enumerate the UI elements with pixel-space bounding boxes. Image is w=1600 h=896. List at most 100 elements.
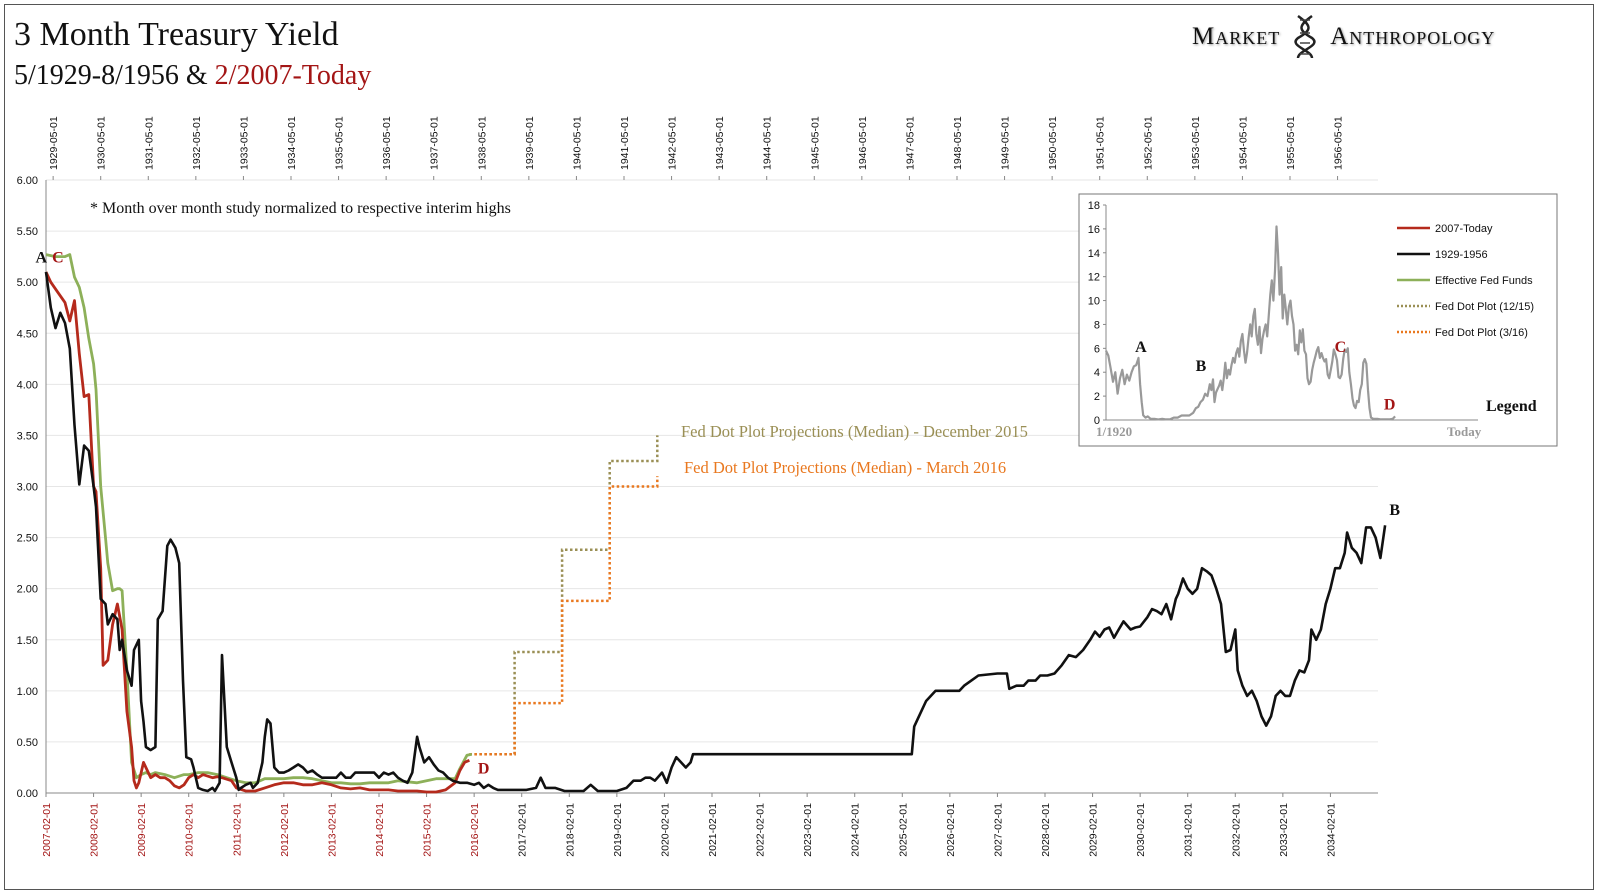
bottom-axis-label: 2014-02-01	[374, 803, 386, 857]
bottom-axis-label: 2008-02-01	[89, 803, 101, 857]
bottom-axis-label: 2028-02-01	[1040, 803, 1052, 857]
top-axis-label: 1956-05-01	[1333, 116, 1345, 170]
projection-label: Fed Dot Plot Projections (Median) - Dece…	[681, 422, 1028, 441]
bottom-axis-label: 2030-02-01	[1135, 803, 1147, 857]
y-tick-label: 5.00	[17, 277, 38, 289]
point-marker-label: D	[478, 760, 490, 777]
point-marker-label: B	[1389, 502, 1400, 519]
y-tick-label: 4.00	[17, 379, 38, 391]
inset-y-tick-label: 16	[1088, 224, 1100, 236]
inset-x-start-label: 1/1920	[1096, 424, 1132, 439]
top-axis-label: 1936-05-01	[381, 116, 393, 170]
top-axis-label: 1944-05-01	[762, 116, 774, 170]
top-axis-label: 1941-05-01	[619, 116, 631, 170]
y-tick-label: 5.50	[17, 226, 38, 238]
top-axis-label: 1949-05-01	[1000, 116, 1012, 170]
top-axis-label: 1948-05-01	[952, 116, 964, 170]
bottom-axis-label: 2011-02-01	[231, 803, 243, 856]
y-tick-label: 6.00	[17, 175, 38, 187]
top-axis-label: 1935-05-01	[334, 116, 346, 170]
bottom-axis-label: 2009-02-01	[136, 803, 148, 857]
top-axis-label: 1929-05-01	[48, 116, 60, 170]
y-tick-label: 4.50	[17, 328, 38, 340]
bottom-axis-label: 2026-02-01	[945, 803, 957, 857]
bottom-axis-label: 2022-02-01	[755, 803, 767, 857]
bottom-axis-label: 2027-02-01	[992, 803, 1004, 857]
inset-y-tick-label: 4	[1094, 367, 1100, 379]
top-axis-label: 1932-05-01	[191, 116, 203, 170]
series-line	[45, 253, 473, 786]
inset-chart-box	[1078, 193, 1558, 447]
top-axis-label: 1934-05-01	[286, 116, 298, 170]
bottom-axis-label: 2033-02-01	[1278, 803, 1290, 857]
top-axis-label: 1951-05-01	[1095, 116, 1107, 170]
series-line	[44, 271, 1387, 793]
inset-marker-label: A	[1135, 339, 1147, 356]
inset-y-tick-label: 18	[1088, 200, 1100, 212]
top-axis-label: 1945-05-01	[809, 116, 821, 170]
dna-helix-icon	[1294, 14, 1316, 59]
inset-y-tick-label: 10	[1088, 296, 1100, 308]
top-axis-label: 1940-05-01	[571, 116, 583, 170]
top-axis-label: 1933-05-01	[238, 116, 250, 170]
top-axis-label: 1955-05-01	[1285, 116, 1297, 170]
series-line	[44, 271, 470, 794]
top-axis-label: 1931-05-01	[143, 116, 155, 170]
bottom-axis-label: 2031-02-01	[1183, 803, 1195, 857]
legend-item-label: 2007-Today	[1435, 223, 1493, 235]
inset-marker-label: B	[1196, 358, 1207, 375]
top-axis-label: 1954-05-01	[1237, 116, 1249, 170]
brand-logo: Market Anthropology	[1192, 14, 1495, 60]
top-axis-label: 1946-05-01	[857, 116, 869, 170]
bottom-axis-label: 2015-02-01	[422, 803, 434, 857]
projection-line	[469, 435, 659, 756]
inset-series-line	[1105, 225, 1396, 421]
chart-subtitle: 5/1929-8/1956 & 2/2007-Today	[14, 60, 371, 92]
brand-left: Market	[1192, 23, 1281, 50]
bottom-axis-label: 2016-02-01	[469, 803, 481, 857]
y-tick-label: 2.50	[17, 533, 38, 545]
legend-item-label: Fed Dot Plot (12/15)	[1435, 301, 1534, 313]
top-axis-label: 1942-05-01	[667, 116, 679, 170]
bottom-axis-label: 2023-02-01	[802, 803, 814, 857]
top-axis-label: 1952-05-01	[1142, 116, 1154, 170]
y-tick-label: 1.50	[17, 635, 38, 647]
bottom-axis-label: 2020-02-01	[659, 803, 671, 857]
brand-right: Anthropology	[1330, 23, 1496, 50]
y-tick-label: 0.50	[17, 737, 38, 749]
top-axis-label: 1939-05-01	[524, 116, 536, 170]
bottom-axis-label: 2019-02-01	[612, 803, 624, 857]
y-tick-label: 3.50	[17, 430, 38, 442]
subtitle-period-2: 2/2007-Today	[214, 60, 372, 91]
bottom-axis-label: 2017-02-01	[517, 803, 529, 857]
inset-legend-caption: Legend	[1486, 398, 1537, 415]
top-axis-label: 1937-05-01	[429, 116, 441, 170]
chart-note: * Month over month study normalized to r…	[90, 200, 511, 217]
y-tick-label: 1.00	[17, 686, 38, 698]
y-tick-label: 2.00	[17, 584, 38, 596]
bottom-axis-label: 2012-02-01	[279, 803, 291, 857]
top-axis-label: 1953-05-01	[1190, 116, 1202, 170]
bottom-axis-label: 2025-02-01	[897, 803, 909, 857]
bottom-axis-label: 2010-02-01	[184, 803, 196, 857]
point-marker-label: C	[52, 250, 64, 267]
top-axis-label: 1947-05-01	[904, 116, 916, 170]
inset-y-tick-label: 12	[1088, 272, 1100, 284]
inset-x-end-label: Today	[1447, 424, 1482, 439]
bottom-axis-label: 2007-02-01	[41, 803, 53, 857]
legend-item-label: 1929-1956	[1435, 249, 1488, 261]
top-axis-label: 1930-05-01	[96, 116, 108, 170]
inset-y-tick-label: 6	[1094, 343, 1100, 355]
bottom-axis-label: 2013-02-01	[326, 803, 338, 857]
point-marker-label: A	[35, 250, 47, 267]
y-tick-label: 0.00	[17, 788, 38, 800]
projection-label: Fed Dot Plot Projections (Median) - Marc…	[684, 458, 1006, 477]
legend-item-label: Effective Fed Funds	[1435, 275, 1533, 287]
legend-item-label: Fed Dot Plot (3/16)	[1435, 327, 1528, 339]
chart-title: 3 Month Treasury Yield	[14, 16, 339, 53]
inset-y-tick-label: 2	[1094, 391, 1100, 403]
inset-marker-label: C	[1335, 339, 1347, 356]
inset-y-tick-label: 0	[1094, 415, 1100, 427]
bottom-axis-label: 2029-02-01	[1088, 803, 1100, 857]
